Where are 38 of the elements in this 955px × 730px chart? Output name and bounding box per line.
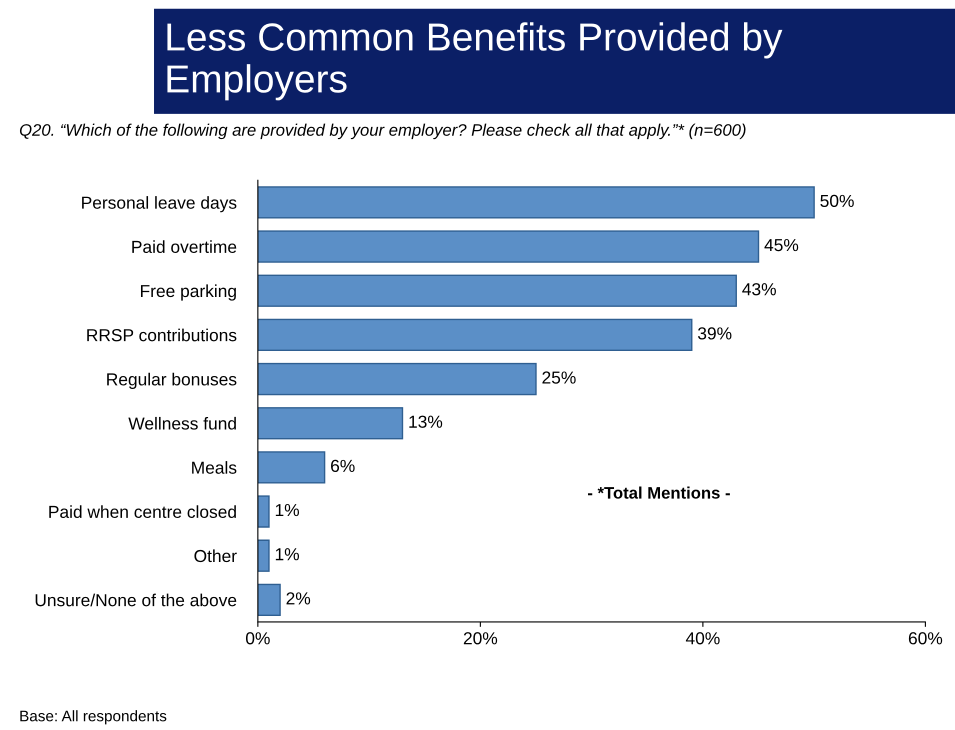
data-label: 1% [276,548,300,560]
annotation: - *Total Mentions - [588,486,730,499]
data-label: 1% [276,504,300,516]
data-label: 39% [698,327,732,340]
bar [258,584,281,616]
y-tick-label: Unsure/None of the above [36,594,236,606]
y-tick-label: RRSP contributions [87,328,236,342]
bar [258,230,760,263]
data-label: 13% [409,416,442,428]
y-tick-label: Meals [192,461,236,474]
bar [258,540,270,572]
x-tick-label: 0% [246,632,270,644]
data-label: 6% [331,460,355,472]
bar [258,318,692,352]
y-tick-label: Regular bonuses [107,372,236,389]
data-label: 43% [742,283,776,296]
data-label: 50% [820,194,854,208]
bar [258,362,537,396]
chart-title: Less Common Benefits Provided by Employers [167,22,782,100]
y-tick-label: Personal leave days [82,196,236,212]
text: Base: All respondents [20,710,166,724]
y-tick-label: Other [194,549,237,562]
y-tick-label: Paid when centre closed [49,505,236,518]
bar [258,186,815,219]
y-tick-label: Paid overtime [132,240,236,254]
y-tick-label: Free parking [140,284,236,301]
x-tick-label: 40% [686,632,720,644]
x-tick-label: 20% [464,632,498,644]
bar [258,407,404,440]
data-label: 25% [542,371,576,384]
bar [258,274,737,307]
bar [258,495,270,528]
chart-subtitle: Q20. “Which of the following are provided by your employer? Please check all that apply.”* (n=600) [20,124,746,140]
bar [258,451,326,484]
y-tick-label: Wellness fund [128,416,236,430]
x-tick-label: 60% [908,632,942,644]
data-label: 2% [286,592,310,604]
data-label: 45% [764,239,798,252]
